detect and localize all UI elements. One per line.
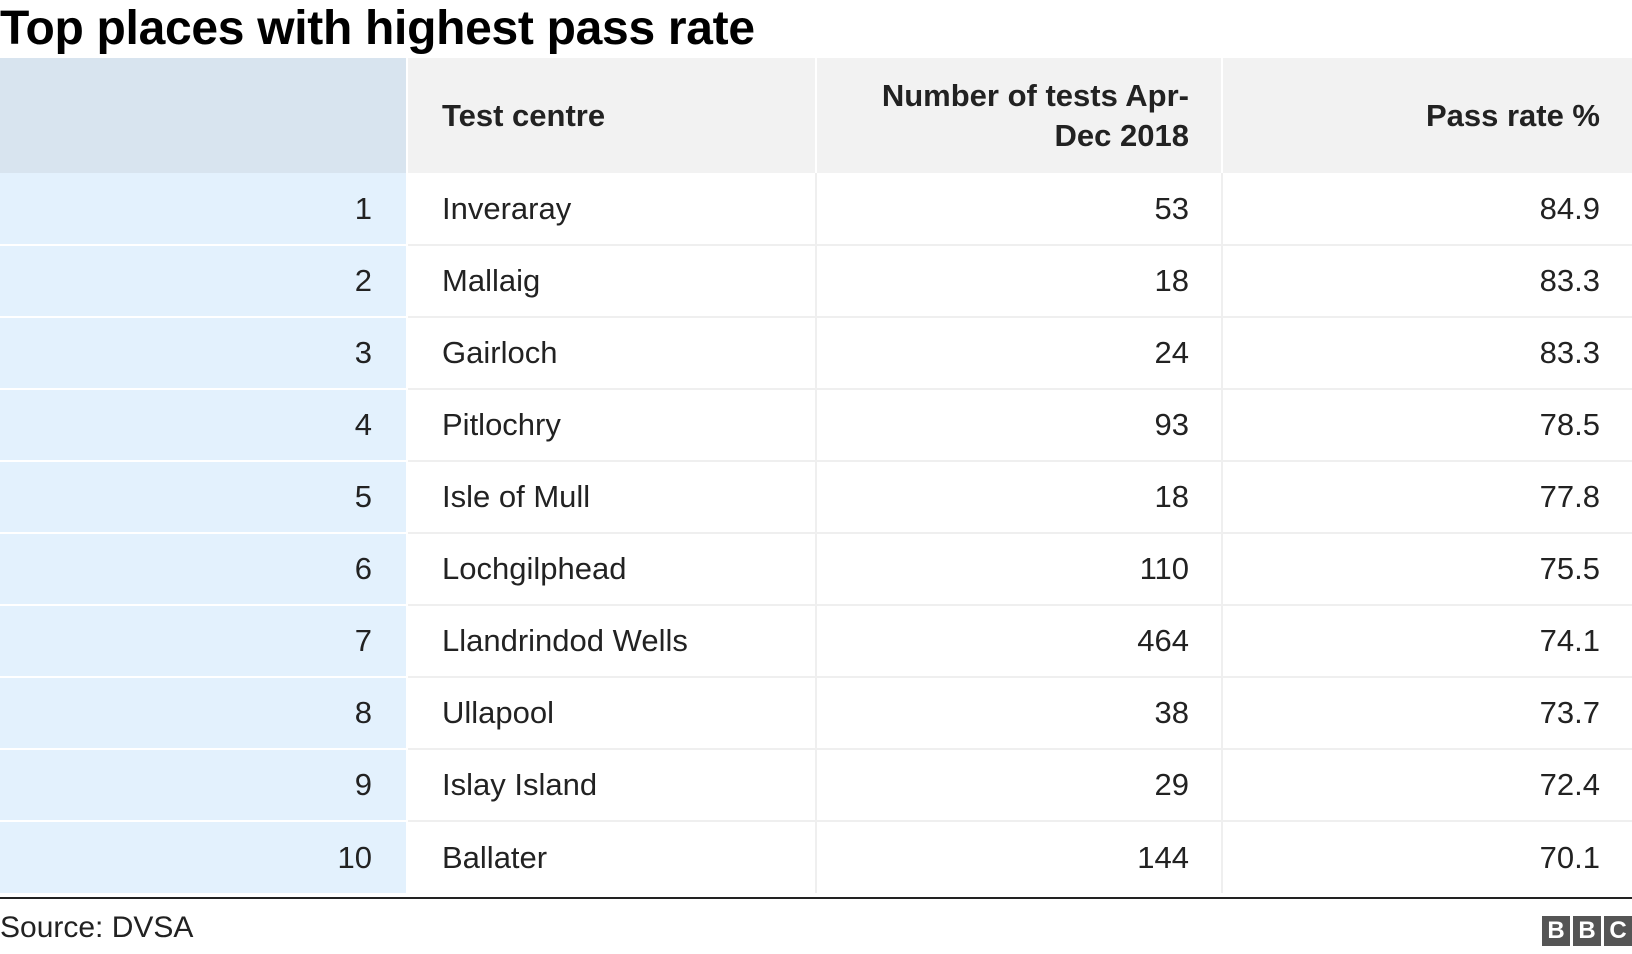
table-row: 4 Pitlochry 93 78.5 — [0, 389, 1632, 462]
test-centre-cell: Llandrindod Wells — [407, 605, 817, 678]
test-centre-cell: Pitlochry — [407, 389, 817, 462]
rank-cell: 4 — [0, 389, 408, 462]
table-row: 6 Lochgilphead 110 75.5 — [0, 533, 1632, 606]
rank-cell: 1 — [0, 173, 408, 246]
rank-cell: 6 — [0, 533, 408, 606]
pass-rate-cell: 72.4 — [1222, 749, 1632, 822]
number-of-tests-cell: 144 — [816, 821, 1223, 893]
table-row: 1 Inveraray 53 84.9 — [0, 173, 1632, 246]
test-centre-cell: Ballater — [407, 821, 817, 893]
table-row: 2 Mallaig 18 83.3 — [0, 245, 1632, 318]
table-row: 7 Llandrindod Wells 464 74.1 — [0, 605, 1632, 678]
bbc-logo-block: B — [1542, 916, 1570, 946]
source-note: Source: DVSA — [0, 911, 194, 944]
table-row: 9 Islay Island 29 72.4 — [0, 749, 1632, 822]
table-body: 1 Inveraray 53 84.9 2 Mallaig 18 83.3 3 Gairloch 2… — [0, 173, 1632, 893]
test-centre-cell: Gairloch — [407, 317, 817, 390]
number-of-tests-column-header: Number of tests Apr-Dec 2018 — [816, 58, 1223, 173]
rank-cell: 5 — [0, 461, 408, 534]
pass-rate-cell: 83.3 — [1222, 245, 1632, 318]
number-of-tests-cell: 38 — [816, 677, 1223, 750]
bbc-logo-block: C — [1604, 916, 1632, 946]
pass-rate-table: Test centre Number of tests Apr-Dec 2018… — [0, 58, 1632, 893]
rank-column-header — [0, 58, 408, 173]
table-row: 8 Ullapool 38 73.7 — [0, 677, 1632, 750]
rank-cell: 3 — [0, 317, 408, 390]
pass-rate-cell: 84.9 — [1222, 173, 1632, 246]
bottom-rule — [0, 897, 1632, 899]
table-row: 5 Isle of Mull 18 77.8 — [0, 461, 1632, 534]
bbc-logo-block: B — [1573, 916, 1601, 946]
rank-cell: 9 — [0, 749, 408, 822]
pass-rate-cell: 83.3 — [1222, 317, 1632, 390]
test-centre-column-header: Test centre — [407, 58, 817, 173]
table-row: 10 Ballater 144 70.1 — [0, 821, 1632, 893]
pass-rate-cell: 77.8 — [1222, 461, 1632, 534]
number-of-tests-cell: 53 — [816, 173, 1223, 246]
test-centre-cell: Islay Island — [407, 749, 817, 822]
test-centre-cell: Inveraray — [407, 173, 817, 246]
number-of-tests-cell: 93 — [816, 389, 1223, 462]
test-centre-cell: Lochgilphead — [407, 533, 817, 606]
pass-rate-cell: 78.5 — [1222, 389, 1632, 462]
rank-cell: 2 — [0, 245, 408, 318]
chart-title: Top places with highest pass rate — [0, 2, 755, 55]
rank-cell: 7 — [0, 605, 408, 678]
test-centre-cell: Ullapool — [407, 677, 817, 750]
test-centre-cell: Isle of Mull — [407, 461, 817, 534]
pass-rate-cell: 75.5 — [1222, 533, 1632, 606]
pass-rate-cell: 73.7 — [1222, 677, 1632, 750]
number-of-tests-cell: 464 — [816, 605, 1223, 678]
number-of-tests-cell: 18 — [816, 461, 1223, 534]
number-of-tests-cell: 24 — [816, 317, 1223, 390]
number-of-tests-cell: 110 — [816, 533, 1223, 606]
bbc-logo: B B C — [1542, 916, 1632, 946]
number-of-tests-cell: 29 — [816, 749, 1223, 822]
table-row: 3 Gairloch 24 83.3 — [0, 317, 1632, 390]
pass-rate-cell: 74.1 — [1222, 605, 1632, 678]
number-of-tests-cell: 18 — [816, 245, 1223, 318]
rank-cell: 8 — [0, 677, 408, 750]
pass-rate-cell: 70.1 — [1539, 839, 1600, 875]
table-header-row: Test centre Number of tests Apr-Dec 2018… — [0, 58, 1632, 173]
rank-cell: 10 — [0, 821, 408, 893]
pass-rate-column-header: Pass rate % — [1222, 58, 1632, 173]
test-centre-cell: Mallaig — [407, 245, 817, 318]
